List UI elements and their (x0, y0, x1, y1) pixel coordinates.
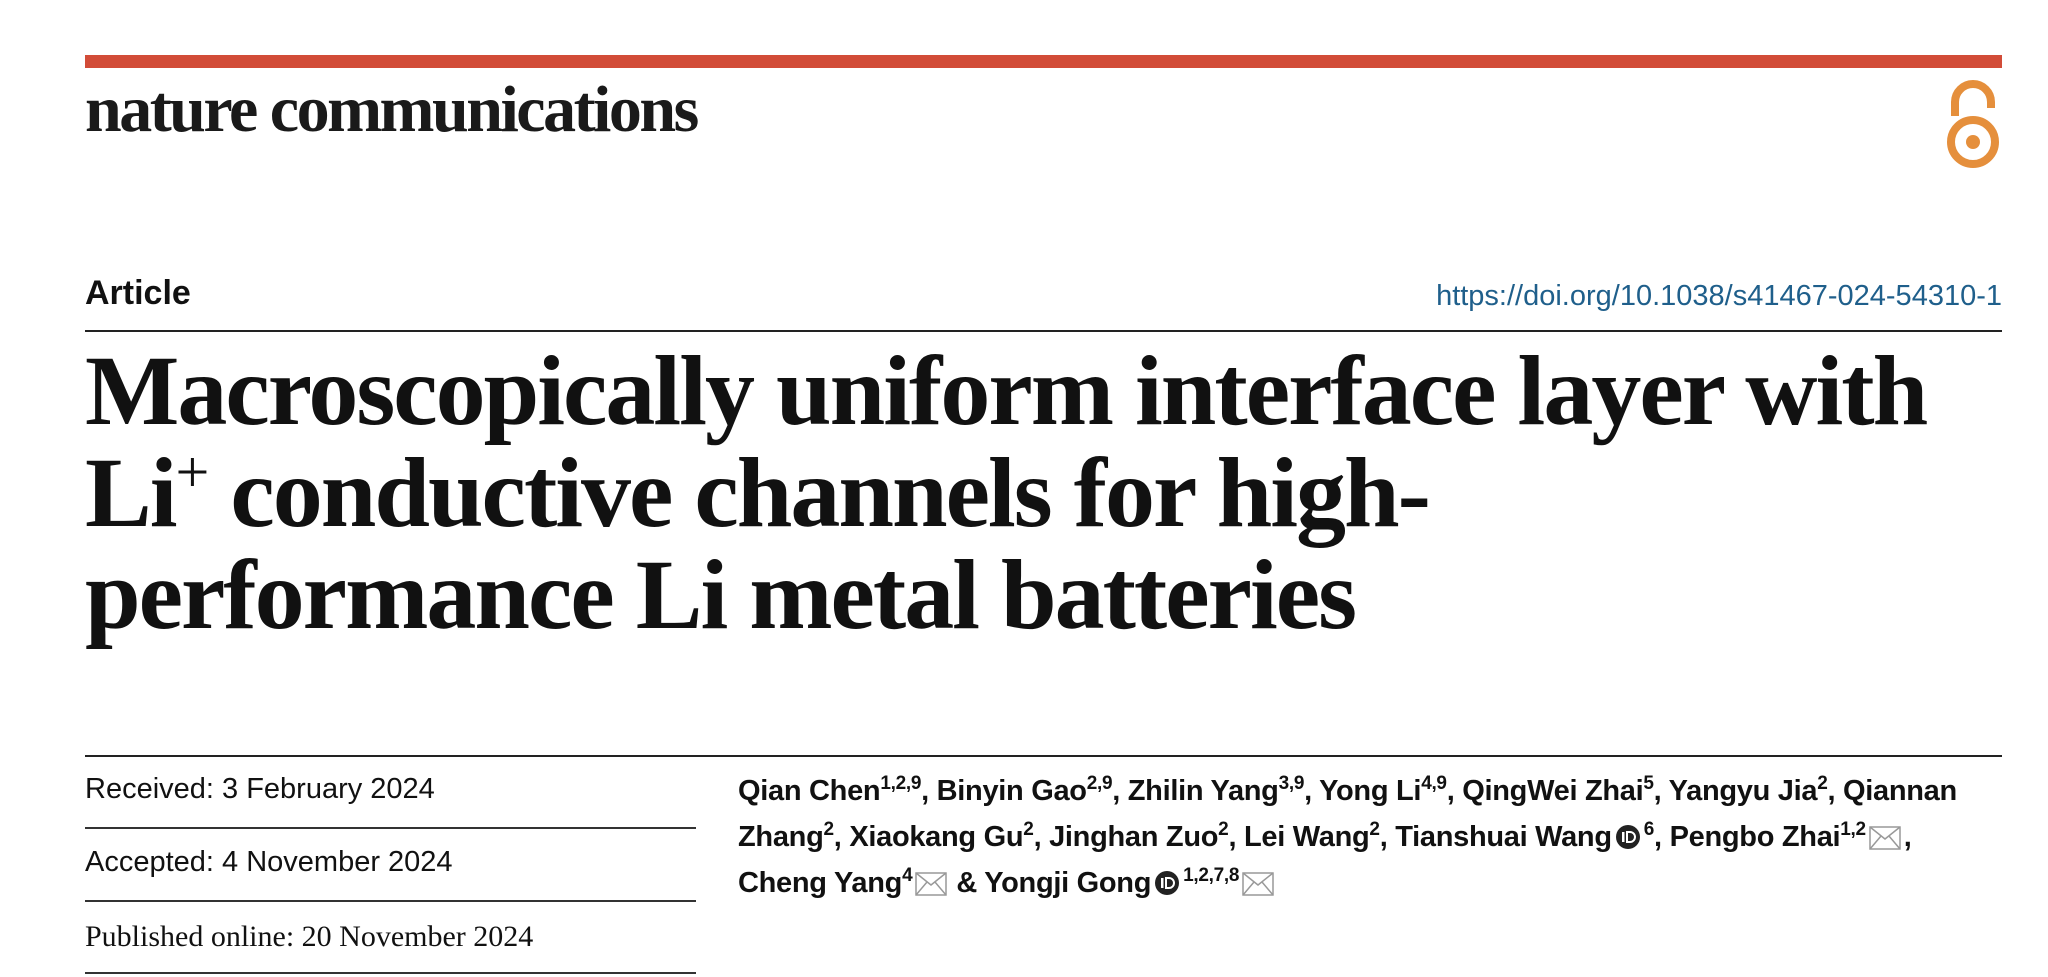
divider (85, 972, 696, 974)
divider (85, 755, 2002, 757)
affiliation: 1,2 (1840, 819, 1866, 840)
author-name: QingWei Zhai (1462, 775, 1644, 807)
separator: , (1304, 775, 1312, 807)
author: Jinghan Zuo2, (1049, 819, 1237, 853)
author-name: Yangyu Jia (1668, 775, 1818, 807)
received-date: Received: 3 February 2024 (85, 773, 435, 805)
author-name: Qian Chen (738, 775, 881, 807)
title-text: Macroscopically uniform interface layer … (85, 335, 1928, 446)
envelope-flap (1242, 872, 1274, 896)
separator: , (1033, 821, 1042, 853)
separator: , (1653, 775, 1662, 807)
separator: , (1446, 775, 1455, 807)
orcid-mark (1621, 832, 1625, 842)
email-icon (915, 872, 948, 896)
affiliation: 2 (1817, 773, 1828, 794)
separator: , (1379, 821, 1388, 853)
affiliation: 2 (823, 819, 835, 840)
accepted-date: Accepted: 4 November 2024 (85, 846, 453, 878)
email-icon (1869, 826, 1901, 850)
published-date: Published online: 20 November 2024 (85, 920, 534, 953)
affiliation: 5 (1643, 773, 1654, 794)
envelope-flap (1869, 826, 1901, 850)
title-line: performance Li metal batteries (85, 544, 1926, 646)
author: Pengbo Zhai1,2, (1669, 819, 1912, 853)
author: QingWei Zhai5, (1462, 773, 1662, 807)
author-name: Qiannan Zhang (738, 775, 1957, 853)
affiliation: 6 (1643, 819, 1655, 840)
separator: & (956, 867, 977, 899)
envelope-flap (915, 872, 947, 896)
affiliation: 2,9 (1086, 773, 1113, 794)
affiliation: 2 (1369, 819, 1380, 840)
author-name: Lei Wang (1243, 821, 1370, 853)
orcid-mark (1161, 878, 1164, 888)
title-superscript: + (175, 439, 209, 505)
envelope (1869, 826, 1901, 850)
title-line: Macroscopically uniform interface layer … (85, 340, 1928, 442)
article-title: Macroscopically uniform interface layer … (85, 340, 1928, 646)
author: Yongji Gong 1,2,7,8 (984, 865, 1277, 899)
journal-name: nature communications (85, 73, 699, 146)
author: Yangyu Jia2, (1668, 773, 1836, 807)
separator: , (1903, 821, 1912, 853)
journal-bar (85, 55, 2002, 68)
author: Qian Chen1,2,9, (738, 773, 929, 807)
author-name: Binyin Gao (936, 775, 1087, 807)
author: Xiaokang Gu2, (849, 819, 1042, 853)
author: Qiannan Zhang2, (738, 775, 1957, 853)
affiliation: 1,2,9 (880, 773, 922, 794)
separator: , (833, 821, 842, 853)
separator: , (921, 775, 929, 807)
orcid-mark (1625, 831, 1636, 843)
author: Binyin Gao2,9, (936, 773, 1121, 807)
title-text: conductive channels for high- (207, 437, 1431, 548)
doi-link[interactable]: https://doi.org/10.1038/s41467-024-54310… (1436, 280, 2002, 312)
title-line: Li+ conductive channels for high- (85, 442, 1926, 544)
author-name: Yongji Gong (984, 867, 1152, 899)
author: Tianshuai Wang 6, (1395, 819, 1662, 853)
author-name: Tianshuai Wang (1395, 821, 1612, 853)
open-access-icon (1947, 80, 1999, 168)
author-name: Cheng Yang (738, 867, 903, 899)
orcid-mark (1165, 877, 1176, 889)
article-type: Article (85, 274, 191, 312)
author: Zhilin Yang3,9, (1127, 773, 1312, 807)
author-name: Zhilin Yang (1127, 775, 1279, 807)
divider (85, 330, 2002, 332)
orcid-icon (1155, 871, 1180, 895)
envelope (915, 872, 948, 896)
author: Yong Li4,9, (1319, 773, 1455, 807)
separator: , (1654, 821, 1662, 853)
email-icon (1242, 872, 1274, 896)
title-text: Li (85, 437, 177, 548)
affiliation: 1,2,7,8 (1183, 865, 1240, 886)
author-name: Xiaokang Gu (849, 821, 1024, 853)
author-list: Qian Chen1,2,9, Binyin Gao2,9, Zhilin Ya… (738, 768, 2002, 906)
affiliation: 2 (1218, 819, 1229, 840)
orcid-icon (1615, 825, 1640, 849)
author-name: Pengbo Zhai (1669, 821, 1841, 853)
separator: , (1112, 775, 1120, 807)
title-text: performance Li metal batteries (85, 539, 1357, 650)
separator: , (1827, 775, 1836, 807)
affiliation: 4 (902, 865, 913, 886)
envelope (1242, 872, 1274, 896)
affiliation: 4,9 (1421, 773, 1447, 794)
affiliation: 2 (1023, 819, 1034, 840)
affiliation: 3,9 (1278, 773, 1305, 794)
author: Lei Wang2, (1243, 819, 1388, 853)
divider (85, 900, 696, 902)
author-name: Yong Li (1319, 775, 1422, 807)
separator: , (1228, 821, 1237, 853)
author-name: Jinghan Zuo (1049, 821, 1219, 853)
divider (85, 827, 696, 829)
author: Cheng Yang4 & (738, 865, 977, 899)
